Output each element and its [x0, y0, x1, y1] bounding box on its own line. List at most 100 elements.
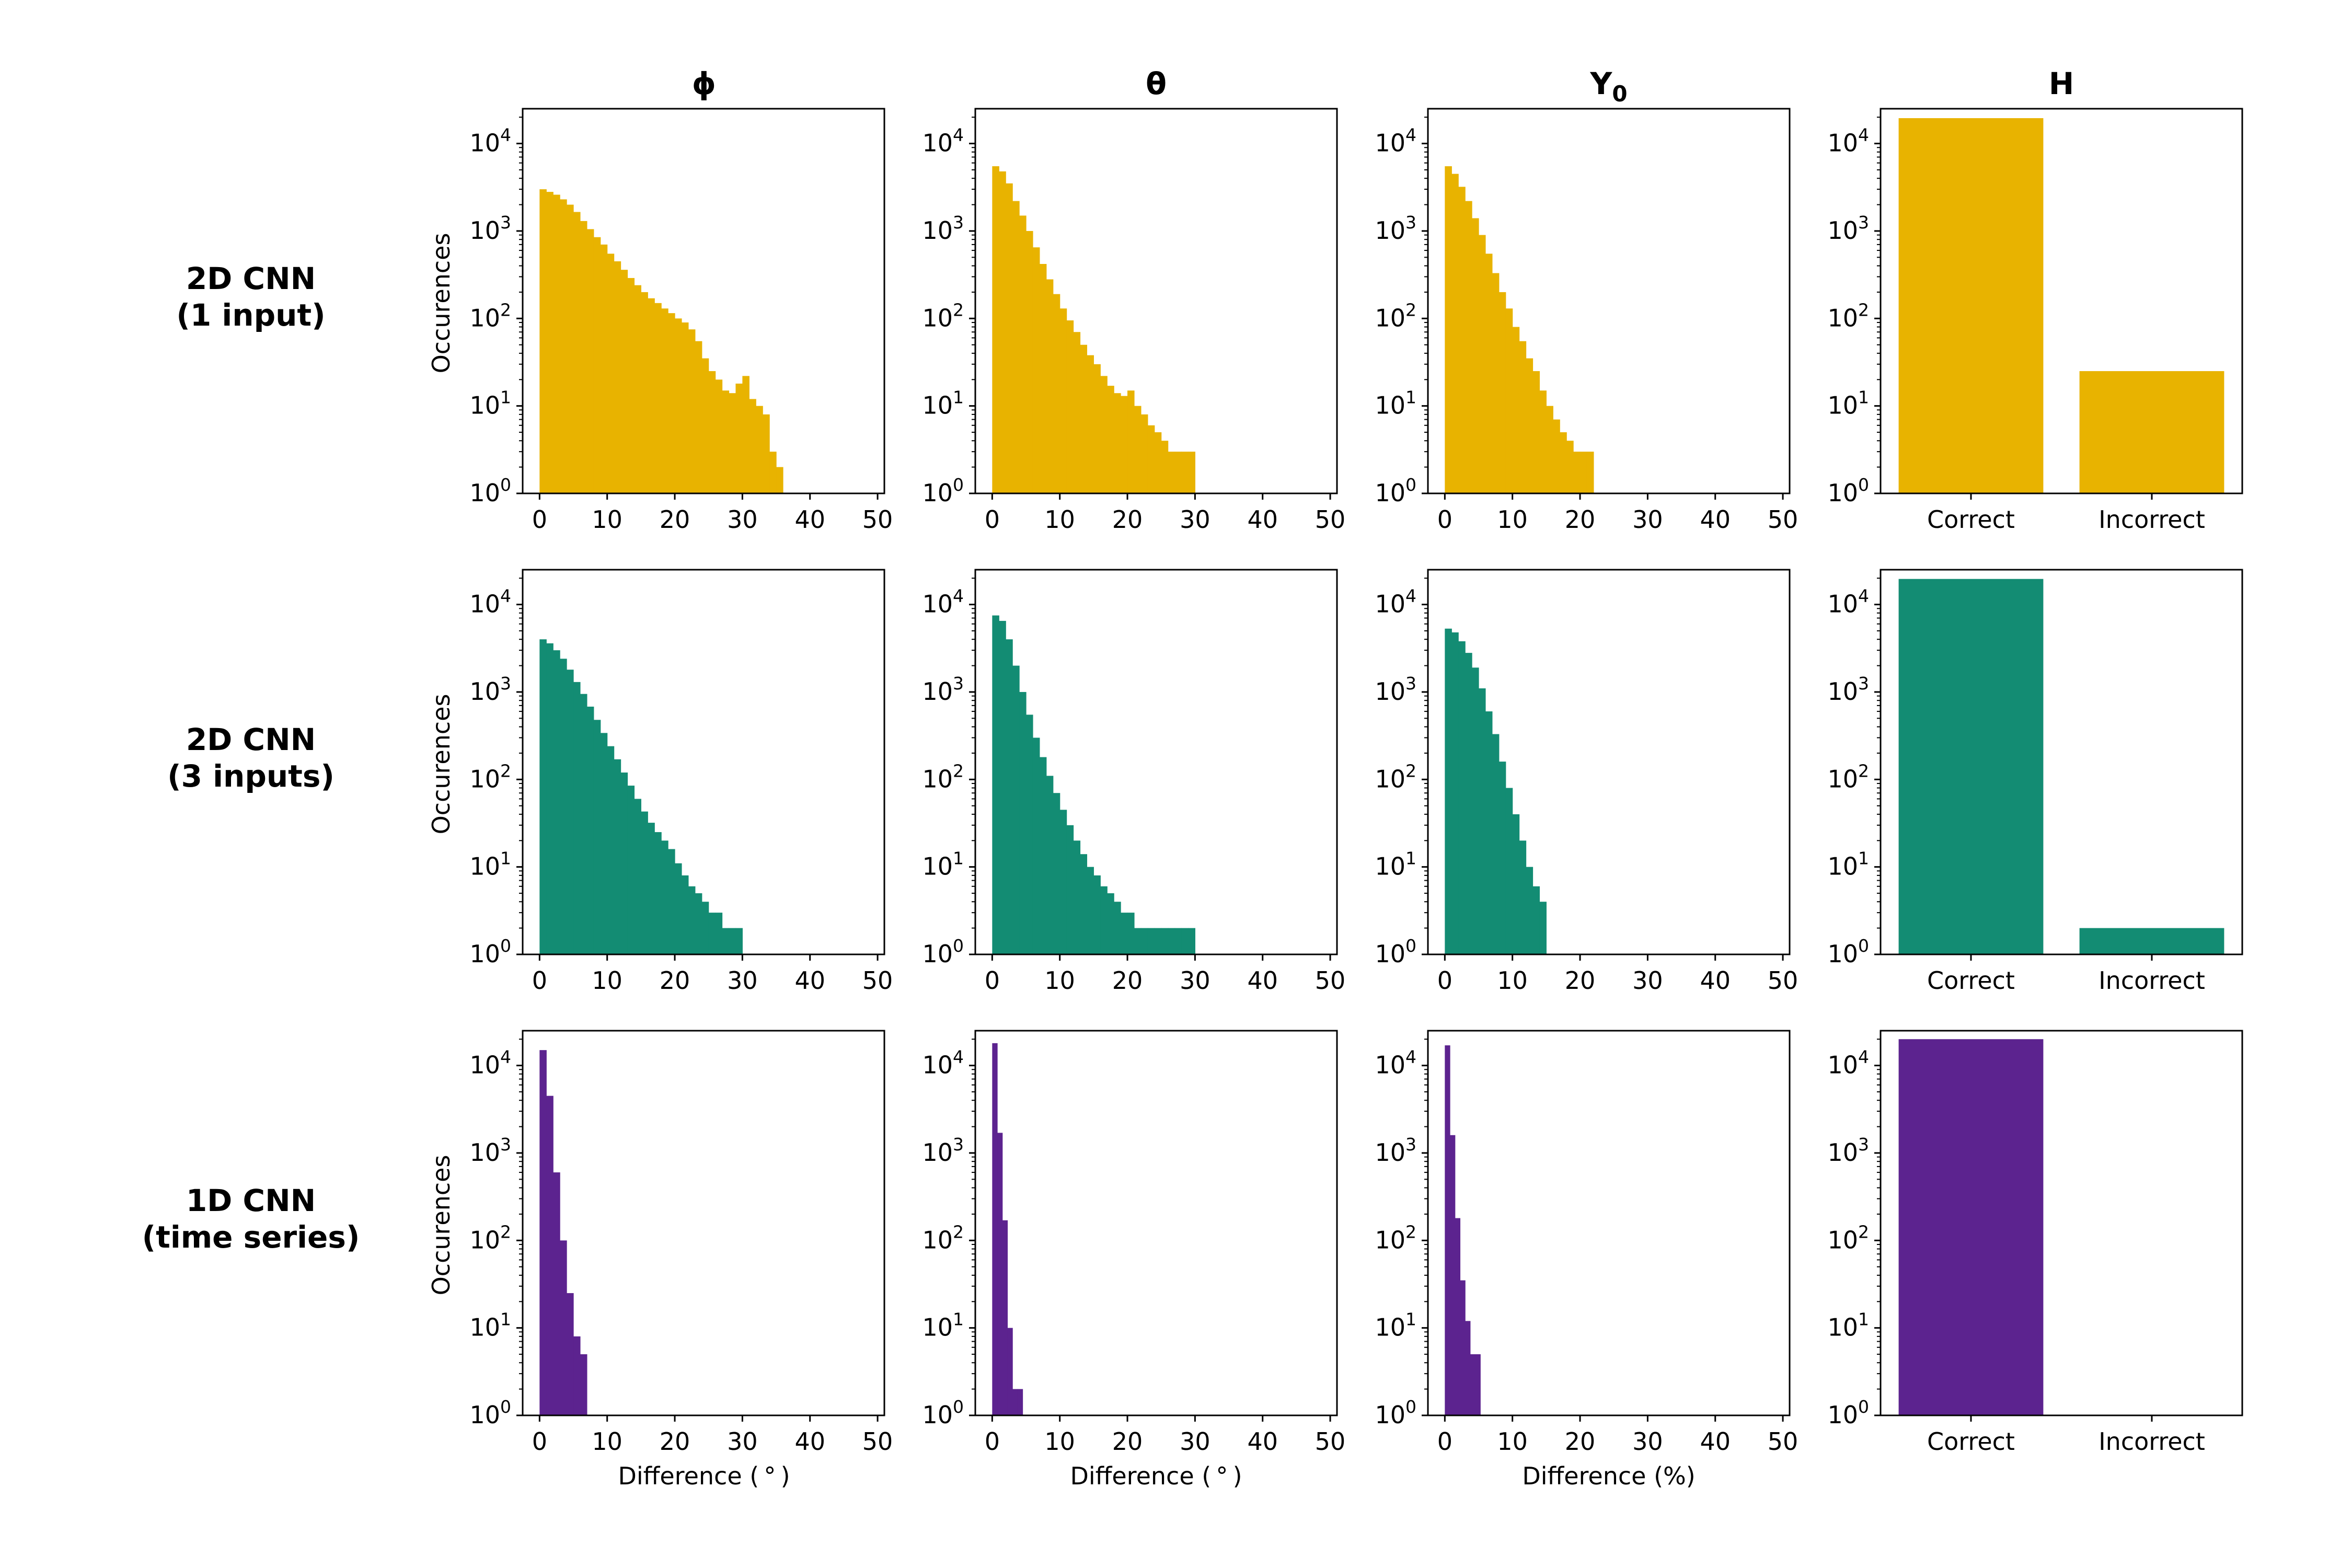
x-tick-label: 0 — [985, 1427, 1000, 1456]
panel-frame — [522, 1030, 885, 1416]
histogram-bar — [580, 221, 587, 493]
histogram-bar — [1114, 393, 1121, 493]
panel-r2-c1: 0 10 20 30 40 50 100 101 102 103 104 — [922, 1030, 1346, 1456]
panel-frame — [974, 108, 1338, 494]
histogram-bar — [1174, 452, 1182, 493]
histogram-bar — [1154, 928, 1162, 954]
histogram-bar — [1087, 355, 1094, 493]
y-tick-label: 101 — [1827, 387, 1869, 420]
histogram-bar — [560, 199, 567, 493]
y-tick-label: 103 — [922, 673, 964, 706]
x-tick-label: Correct — [1927, 1427, 2015, 1456]
histogram-bar — [1161, 928, 1169, 954]
histogram-bar — [567, 204, 574, 493]
x-tick-label: 10 — [1044, 966, 1075, 995]
histogram-bar — [729, 928, 736, 954]
x-tick-label: 30 — [727, 505, 758, 534]
histogram-bar — [546, 1096, 554, 1415]
x-tick-label: 40 — [794, 1427, 825, 1456]
histogram-bar — [1553, 419, 1560, 493]
histogram-bar — [614, 261, 621, 493]
column-title-theta: θ — [1146, 66, 1167, 101]
y-tick-label: 103 — [922, 212, 964, 245]
histogram-bar — [668, 849, 675, 954]
y-tick-label: 101 — [1375, 387, 1416, 420]
histogram-bar — [1012, 201, 1020, 493]
column-title-h: H — [2049, 66, 2074, 101]
histogram-bar — [1475, 1354, 1481, 1415]
histogram-bar — [539, 1050, 547, 1415]
x-tick-label: Incorrect — [2099, 1427, 2205, 1456]
histogram-bar — [701, 358, 709, 493]
y-tick-label: 104 — [1827, 125, 1869, 157]
x-axis-label-y0: Difference (%) — [1522, 1462, 1695, 1490]
x-axis-label-theta: Difference ( ° ) — [1070, 1462, 1242, 1490]
histogram-bar — [573, 682, 581, 954]
histogram-bar — [1498, 292, 1506, 493]
histogram-bar — [1479, 688, 1486, 954]
y-tick-label: 104 — [1827, 1047, 1869, 1079]
histogram-bar — [1451, 632, 1459, 954]
histogram-bar — [620, 270, 628, 493]
histogram-bar — [1573, 452, 1581, 493]
histogram-bar — [539, 189, 547, 494]
y-tick-label: 103 — [469, 1134, 511, 1167]
histogram-bar — [999, 620, 1006, 954]
bar-correct — [1898, 579, 2044, 954]
histogram-bar — [648, 823, 655, 954]
histogram-bar — [1532, 371, 1540, 493]
panel-frame — [1427, 108, 1791, 494]
x-tick-label: Correct — [1927, 966, 2015, 995]
x-tick-label: 30 — [1632, 505, 1663, 534]
panel-r0-c2: 0 10 20 30 40 50 100 101 102 103 104 — [1375, 108, 1798, 534]
histogram-bar — [627, 278, 635, 493]
histogram-bar — [1026, 714, 1033, 954]
x-tick-label: 50 — [1768, 1427, 1798, 1456]
row-labels: 2D CNN (1 input) 2D CNN (3 inputs) 1D CNN(… — [142, 261, 360, 1255]
x-tick-label: 10 — [592, 505, 622, 534]
histogram-bar — [567, 670, 574, 954]
y-tick-label: 102 — [1375, 299, 1416, 332]
histogram-bar — [1073, 840, 1081, 954]
x-tick-label: 20 — [660, 1427, 690, 1456]
histogram-bar — [1458, 641, 1466, 954]
histogram-bar — [1154, 432, 1162, 493]
y-tick-label: 104 — [1375, 125, 1416, 157]
x-tick-label: 50 — [862, 505, 893, 534]
y-tick-label: 101 — [469, 387, 511, 420]
panel-r1-c3: Correct Incorrect 100 101 102 103 104 — [1827, 569, 2243, 995]
histogram-bar — [553, 650, 560, 954]
x-tick-label: 30 — [727, 966, 758, 995]
x-tick-label: 40 — [1247, 505, 1278, 534]
y-tick-label: 104 — [1827, 586, 1869, 618]
y-axis-label-row-0: Occurences — [427, 233, 455, 374]
y-tick-label: 103 — [1375, 212, 1416, 245]
y-tick-label: 102 — [469, 760, 511, 793]
histogram-bar — [1526, 867, 1534, 954]
y-tick-label: 100 — [922, 936, 964, 968]
histogram-bar — [992, 615, 999, 954]
y-tick-label: 103 — [469, 212, 511, 245]
histogram-bar — [560, 1240, 567, 1415]
panel-frame — [1427, 1030, 1791, 1416]
x-tick-label: 40 — [1700, 966, 1731, 995]
histogram-bar — [1546, 406, 1553, 493]
histogram-bar — [1147, 928, 1155, 954]
histogram-bar — [708, 913, 716, 954]
histogram-bar — [1017, 1389, 1023, 1415]
histogram-bar — [715, 379, 723, 493]
histogram-bar — [1006, 183, 1013, 494]
histogram-bar — [1539, 390, 1547, 493]
histogram-bar — [1012, 1389, 1018, 1415]
histogram-bar — [580, 694, 587, 954]
histogram-bar — [641, 811, 648, 954]
x-tick-label: 50 — [1315, 1427, 1346, 1456]
histogram-bar — [1451, 174, 1459, 493]
histogram-bar — [1519, 840, 1527, 954]
y-tick-label: 102 — [922, 760, 964, 793]
histogram-bar — [992, 1043, 998, 1415]
y-tick-label: 101 — [1827, 1309, 1869, 1342]
x-tick-label: 50 — [862, 1427, 893, 1456]
panel-r2-c3: Correct Incorrect 100 101 102 103 104 — [1827, 1030, 2243, 1456]
